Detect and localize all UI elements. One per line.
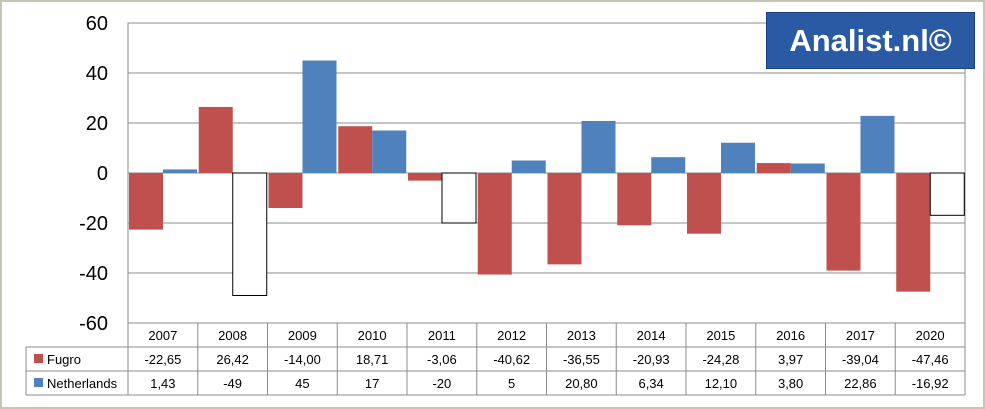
y-tick-label: 20 — [86, 113, 108, 135]
data-label: 17 — [365, 376, 379, 391]
legend-label-netherlands: Netherlands — [47, 376, 118, 391]
data-label: 6,34 — [638, 376, 663, 391]
y-tick-label: -20 — [79, 213, 108, 235]
data-label: 12,10 — [705, 376, 738, 391]
category-label: 2008 — [218, 328, 247, 343]
data-label: -16,92 — [912, 376, 949, 391]
bar-fugro-2010 — [338, 126, 373, 173]
legend-label-fugro: Fugro — [47, 352, 81, 367]
category-label: 2014 — [637, 328, 666, 343]
bar-netherlands-2020 — [929, 172, 965, 216]
data-label: 45 — [295, 376, 309, 391]
y-tick-label: -60 — [79, 313, 108, 335]
bar-netherlands-2015 — [721, 142, 755, 173]
data-label: -39,04 — [842, 352, 879, 367]
data-label: 1,43 — [150, 376, 175, 391]
category-label: 2011 — [428, 328, 456, 343]
y-tick-label: 40 — [86, 63, 108, 85]
bar-netherlands-2007 — [163, 169, 197, 173]
analist-logo: Analist.nl© — [766, 12, 975, 69]
data-label: 18,71 — [356, 352, 389, 367]
bar-fugro-2012 — [477, 173, 512, 275]
bar-netherlands-2016 — [790, 163, 825, 173]
bar-netherlands-2011 — [441, 172, 477, 224]
category-label: 2015 — [706, 328, 735, 343]
data-label: 5 — [508, 376, 515, 391]
bar-fugro-2017 — [826, 173, 861, 271]
y-tick-label: 0 — [97, 163, 108, 185]
data-label: 22,86 — [844, 376, 877, 391]
bar-fugro-2013 — [547, 173, 582, 265]
y-tick-label: -40 — [79, 263, 108, 285]
bar-netherlands-2014 — [651, 157, 686, 173]
bar-netherlands-2017 — [860, 115, 895, 173]
y-tick-label: 60 — [86, 13, 108, 35]
category-label: 2009 — [288, 328, 317, 343]
bar-fugro-2014 — [617, 173, 652, 226]
bar-fugro-2008 — [198, 106, 233, 173]
category-label: 2013 — [567, 328, 596, 343]
data-label: 3,80 — [778, 376, 803, 391]
bar-fugro-2015 — [687, 173, 721, 234]
bar-fugro-2020 — [896, 173, 931, 292]
data-label: -3,06 — [427, 352, 457, 367]
bar-netherlands-2008 — [232, 172, 268, 296]
legend-swatch-netherlands — [34, 378, 43, 387]
data-label: -36,55 — [563, 352, 600, 367]
data-label: -47,46 — [912, 352, 949, 367]
bar-fugro-2009 — [268, 173, 303, 208]
data-label: -24,28 — [702, 352, 739, 367]
category-label: 2012 — [497, 328, 526, 343]
bar-fugro-2016 — [756, 163, 791, 173]
data-label: -49 — [223, 376, 242, 391]
data-label: -20 — [432, 376, 451, 391]
bar-netherlands-2012 — [511, 160, 546, 173]
data-label: -22,65 — [144, 352, 181, 367]
category-label: 2007 — [148, 328, 177, 343]
data-label: -14,00 — [284, 352, 321, 367]
category-label: 2017 — [846, 328, 875, 343]
data-label: 20,80 — [565, 376, 598, 391]
category-label: 2010 — [358, 328, 387, 343]
bar-netherlands-2013 — [581, 121, 616, 173]
category-label: 2016 — [776, 328, 805, 343]
category-label: 2020 — [916, 328, 945, 343]
data-label: 3,97 — [778, 352, 803, 367]
bar-fugro-2007 — [129, 173, 163, 230]
bar-netherlands-2009 — [302, 60, 337, 173]
bar-netherlands-2010 — [372, 130, 407, 173]
data-label: -40,62 — [493, 352, 530, 367]
data-label: 26,42 — [216, 352, 249, 367]
legend-swatch-fugro — [34, 354, 43, 363]
data-label: -20,93 — [633, 352, 670, 367]
bar-fugro-2011 — [408, 173, 442, 181]
